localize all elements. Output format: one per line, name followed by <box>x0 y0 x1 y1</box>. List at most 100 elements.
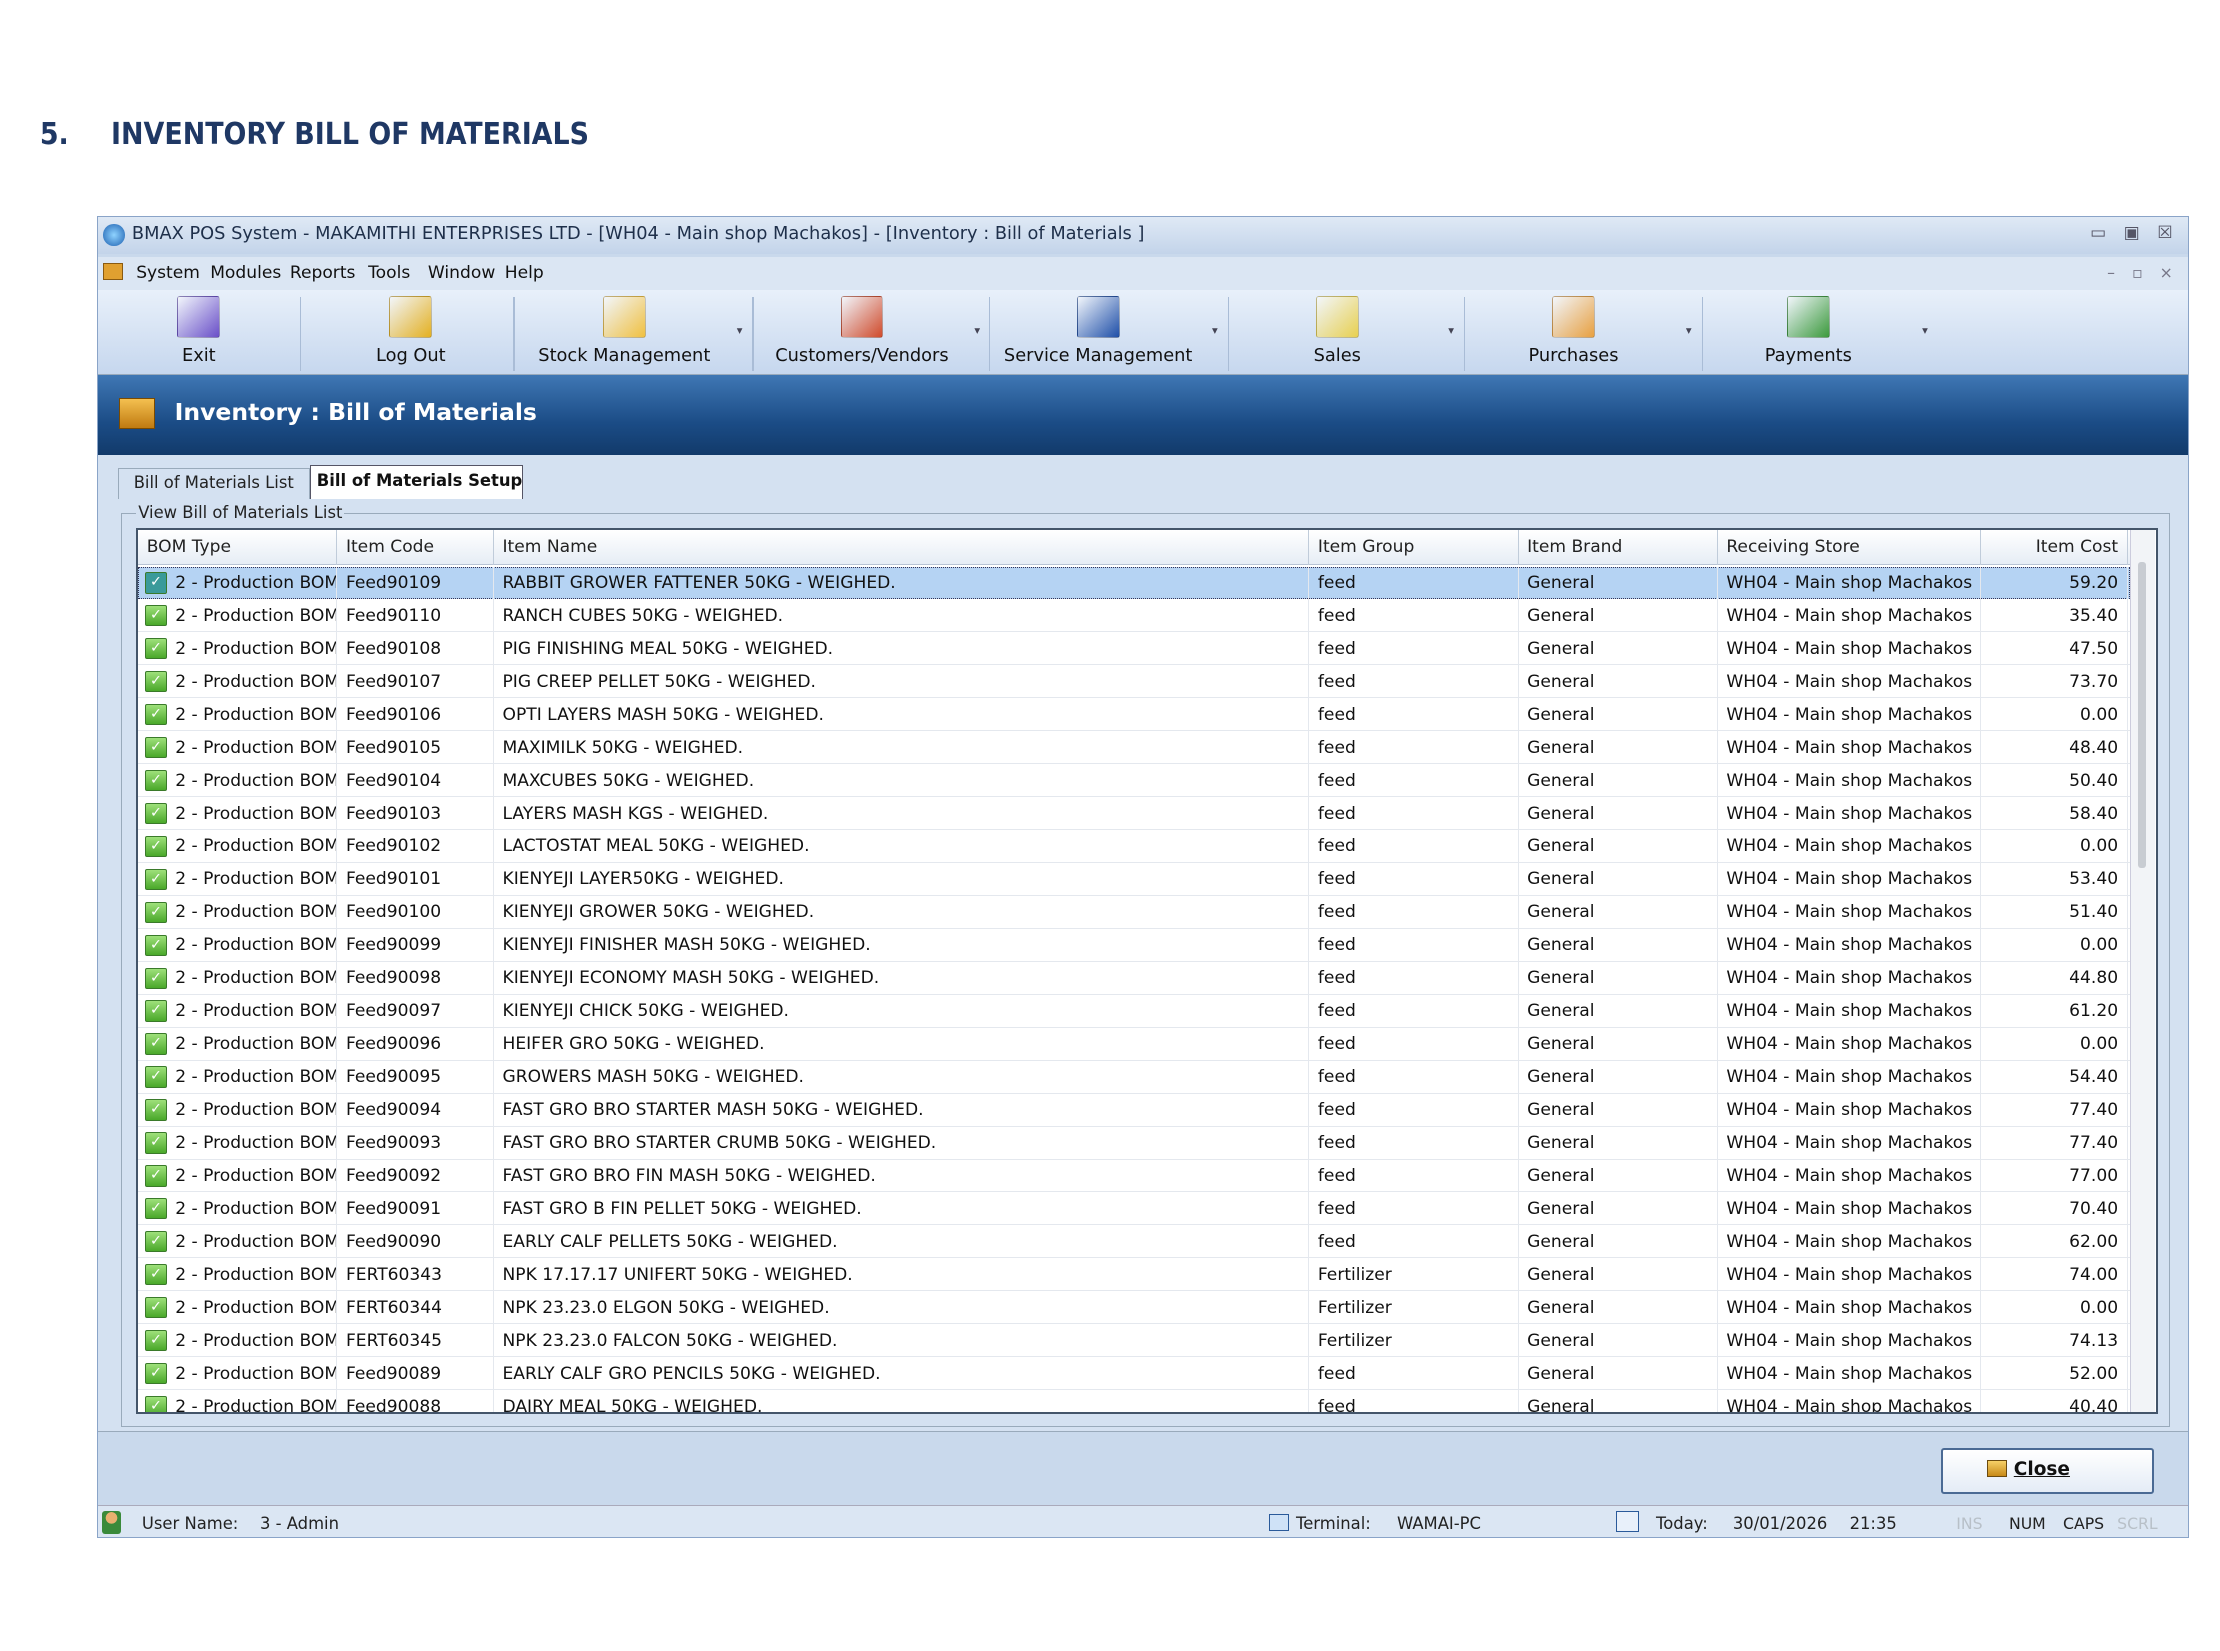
tab[interactable]: Bill of Materials List <box>117 467 310 500</box>
table-cell: Fertilizer <box>1309 1291 1519 1325</box>
table-row[interactable] <box>138 929 2131 962</box>
table-cell: EARLY CALF PELLETS 50KG - WEIGHED. <box>494 1225 1310 1259</box>
table-cell: WH04 - Main shop Machakos <box>1718 599 1982 633</box>
table-cell: WH04 - Main shop Machakos <box>1718 797 1982 831</box>
table-cell: 2 - Production BOM <box>138 928 338 962</box>
table-cell: WH04 - Main shop Machakos <box>1718 764 1982 798</box>
table-cell: Feed90103 <box>337 797 494 831</box>
column-header: Item Brand <box>1519 529 1718 566</box>
menu-item[interactable]: Reports <box>289 262 356 283</box>
table-row[interactable] <box>138 665 2131 699</box>
table-cell: WH04 - Main shop Machakos <box>1718 1192 1982 1226</box>
dropdown-arrow: ▾ <box>974 322 981 337</box>
table-cell: General <box>1519 1324 1718 1358</box>
table-row[interactable] <box>138 764 2131 798</box>
table-cell: Fertilizer <box>1309 1258 1519 1292</box>
toolbar-button[interactable]: Payments <box>1764 345 1852 367</box>
table-row[interactable] <box>138 731 2131 765</box>
table-row[interactable] <box>138 1357 2131 1391</box>
table-cell: KIENYEJI CHICK 50KG - WEIGHED. <box>494 994 1310 1028</box>
table-cell: General <box>1519 1093 1718 1127</box>
table-cell: WH04 - Main shop Machakos <box>1718 632 1982 666</box>
banner-icon <box>119 398 155 430</box>
table-row[interactable] <box>138 995 2131 1028</box>
menu-item[interactable]: Tools <box>368 262 411 283</box>
table-cell: feed <box>1309 863 1519 896</box>
table-cell: 2 - Production BOM <box>138 1027 338 1061</box>
close-label: Close <box>2013 1458 2070 1480</box>
table-row[interactable] <box>138 1127 2131 1160</box>
table-cell: 70.40 <box>1981 1192 2128 1226</box>
table-cell: WH04 - Main shop Machakos <box>1718 1159 1982 1193</box>
table-row[interactable] <box>138 566 2131 600</box>
tab-active[interactable]: Bill of Materials Setup <box>309 464 524 500</box>
toolbar-button[interactable]: Sales <box>1313 345 1361 367</box>
close-button[interactable]: Close <box>1940 1448 2155 1494</box>
table-cell: Feed90100 <box>337 895 494 929</box>
table-row[interactable] <box>138 962 2131 995</box>
table-row[interactable] <box>138 1291 2131 1325</box>
toolbar-button[interactable]: Exit <box>181 345 216 367</box>
table-cell: MAXCUBES 50KG - WEIGHED. <box>494 764 1310 798</box>
checkbox: ✓ <box>145 1395 167 1413</box>
table-cell: WH04 - Main shop Machakos <box>1718 895 1982 929</box>
table-row[interactable] <box>138 863 2131 896</box>
table-row[interactable] <box>138 599 2131 633</box>
checkbox: ✓ <box>145 605 167 627</box>
toolbar-button[interactable]: Customers/Vendors <box>775 345 949 367</box>
table-cell: General <box>1519 764 1718 798</box>
table-row[interactable] <box>138 1094 2131 1127</box>
table-cell: WH04 - Main shop Machakos <box>1718 830 1982 863</box>
table-cell: FAST GRO BRO FIN MASH 50KG - WEIGHED. <box>494 1159 1310 1193</box>
checkbox: ✓ <box>145 703 167 726</box>
table-cell: feed <box>1309 994 1519 1028</box>
toolbar-separator <box>988 296 991 371</box>
column-header: Item Group <box>1309 529 1519 566</box>
user-icon <box>102 1510 121 1534</box>
table-cell: WH04 - Main shop Machakos <box>1718 928 1982 962</box>
table-cell: NPK 23.23.0 ELGON 50KG - WEIGHED. <box>494 1291 1310 1325</box>
table-row[interactable] <box>138 1192 2131 1226</box>
table-cell: 2 - Production BOM <box>138 632 338 666</box>
window-controls: ▭ ▣ ☒ <box>2090 222 2179 243</box>
terminal-icon <box>1268 1513 1289 1531</box>
table-cell: feed <box>1309 731 1519 765</box>
table-cell: WH04 - Main shop Machakos <box>1718 1225 1982 1259</box>
menu-item[interactable]: System <box>136 262 200 283</box>
table-row[interactable] <box>138 1324 2131 1358</box>
table-row[interactable] <box>138 1160 2131 1193</box>
table-cell: FERT60345 <box>337 1324 494 1358</box>
table-cell: FERT60344 <box>337 1291 494 1325</box>
table-cell: Feed90095 <box>337 1060 494 1094</box>
table-row[interactable] <box>138 797 2131 831</box>
table-row[interactable] <box>138 896 2131 929</box>
table-cell: WH04 - Main shop Machakos <box>1718 1291 1982 1325</box>
table-row[interactable] <box>138 632 2131 666</box>
menu-item[interactable]: Window <box>427 262 496 283</box>
table-cell: WH04 - Main shop Machakos <box>1718 1093 1982 1127</box>
table-cell: General <box>1519 928 1718 962</box>
table-row[interactable] <box>138 830 2131 863</box>
toolbar-button[interactable]: Service Management <box>1003 345 1193 367</box>
menu-item[interactable]: Modules <box>210 262 282 283</box>
table-cell: 0.00 <box>1981 698 2128 732</box>
table-cell: Feed90109 <box>337 566 494 600</box>
table-row[interactable] <box>138 1028 2131 1061</box>
toolbar-button[interactable]: Log Out <box>376 345 446 367</box>
table-cell: General <box>1519 1192 1718 1226</box>
toolbar-button[interactable]: Stock Management <box>538 345 711 367</box>
table-cell: 61.20 <box>1981 994 2128 1028</box>
table-cell: KIENYEJI ECONOMY MASH 50KG - WEIGHED. <box>494 961 1310 995</box>
table-row[interactable] <box>138 698 2131 732</box>
menu-item[interactable]: Help <box>504 262 544 283</box>
table-cell: feed <box>1309 1192 1519 1226</box>
table-row[interactable] <box>138 1258 2131 1292</box>
table-row[interactable] <box>138 1225 2131 1259</box>
table-cell: 2 - Production BOM <box>138 1126 338 1160</box>
banner <box>97 375 2188 455</box>
toolbar-button[interactable]: Purchases <box>1528 345 1619 367</box>
toolbar-separator <box>1463 296 1466 371</box>
status-value: 3 - Admin <box>259 1513 339 1533</box>
table-cell: WH04 - Main shop Machakos <box>1718 1126 1982 1160</box>
table-row[interactable] <box>138 1061 2131 1094</box>
